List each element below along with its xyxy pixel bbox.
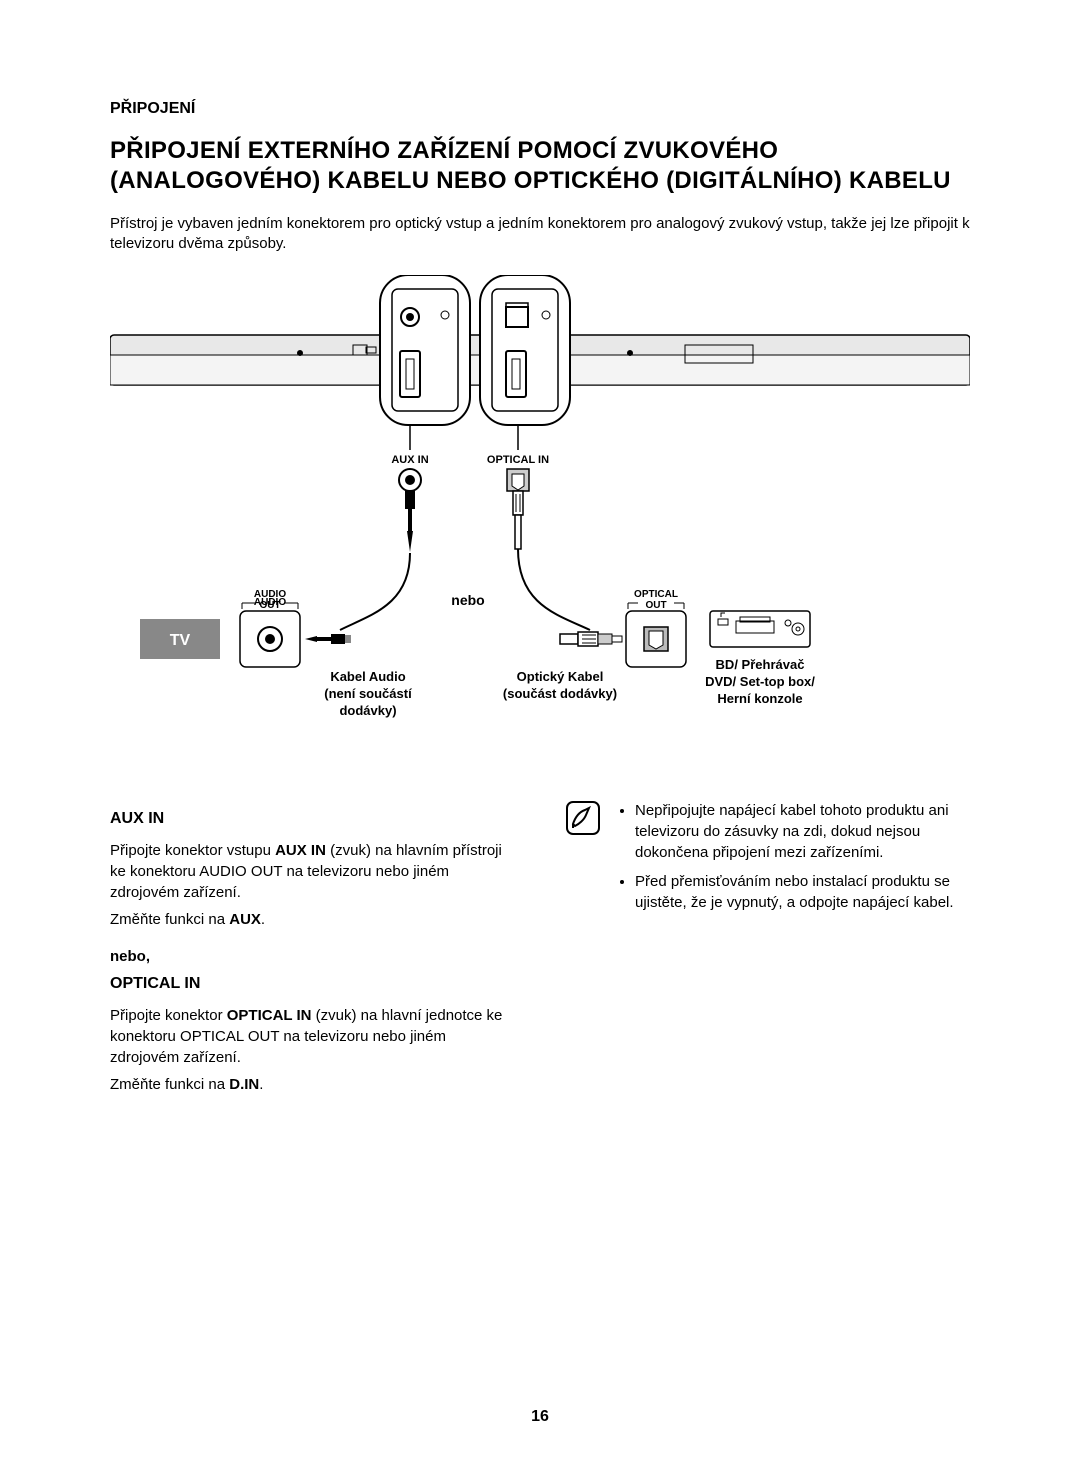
optical-out-bot: OUT	[645, 600, 666, 611]
cable-optical-2: (součást dodávky)	[503, 686, 617, 701]
connection-diagram: AUX IN OPTICAL IN nebo TV AUDIO	[110, 275, 970, 755]
page-number: 16	[0, 1408, 1080, 1426]
opt-p1: Připojte konektor OPTICAL IN (zvuk) na h…	[110, 1005, 515, 1068]
note-1: Nepřipojujte napájecí kabel tohoto produ…	[635, 800, 970, 863]
right-column: Nepřipojujte napájecí kabel tohoto produ…	[565, 800, 970, 1101]
nebo-label: nebo	[451, 592, 484, 608]
intro-text: Přístroj je vybaven jedním konektorem pr…	[110, 214, 970, 255]
svg-text:AUDIO: AUDIO	[254, 589, 286, 600]
page-title: PŘIPOJENÍ EXTERNÍHO ZAŘÍZENÍ POMOCÍ ZVUK…	[110, 136, 970, 196]
opt-p2: Změňte funkci na D.IN.	[110, 1074, 515, 1095]
cable-audio-1: Kabel Audio	[330, 669, 405, 684]
tv-label: TV	[170, 632, 191, 649]
device-label-2: DVD/ Set-top box/	[705, 674, 815, 689]
optical-in-label: OPTICAL IN	[487, 454, 549, 466]
cable-audio-2: (není součástí	[324, 686, 412, 701]
aux-in-label: AUX IN	[391, 454, 428, 466]
cable-optical-1: Optický Kabel	[517, 669, 604, 684]
nebo-text: nebo,	[110, 948, 515, 965]
left-column: AUX IN Připojte konektor vstupu AUX IN (…	[110, 800, 515, 1101]
device-label-3: Herní konzole	[717, 691, 802, 706]
section-label: PŘIPOJENÍ	[110, 100, 970, 118]
note-icon	[565, 800, 601, 836]
optical-in-heading: OPTICAL IN	[110, 975, 515, 993]
optical-out-top: OPTICAL	[634, 589, 678, 600]
device-label-1: BD/ Přehrávač	[716, 657, 805, 672]
audio-out-bot: OUT	[259, 600, 280, 611]
cable-audio-3: dodávky)	[339, 703, 396, 718]
note-2: Před přemisťováním nebo instalací produk…	[635, 871, 970, 913]
aux-in-heading: AUX IN	[110, 810, 515, 828]
aux-p2: Změňte funkci na AUX.	[110, 909, 515, 930]
aux-p1: Připojte konektor vstupu AUX IN (zvuk) n…	[110, 840, 515, 903]
